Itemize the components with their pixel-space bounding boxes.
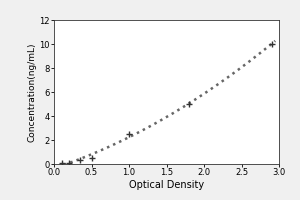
X-axis label: Optical Density: Optical Density (129, 180, 204, 190)
Y-axis label: Concentration(ng/mL): Concentration(ng/mL) (28, 42, 37, 142)
